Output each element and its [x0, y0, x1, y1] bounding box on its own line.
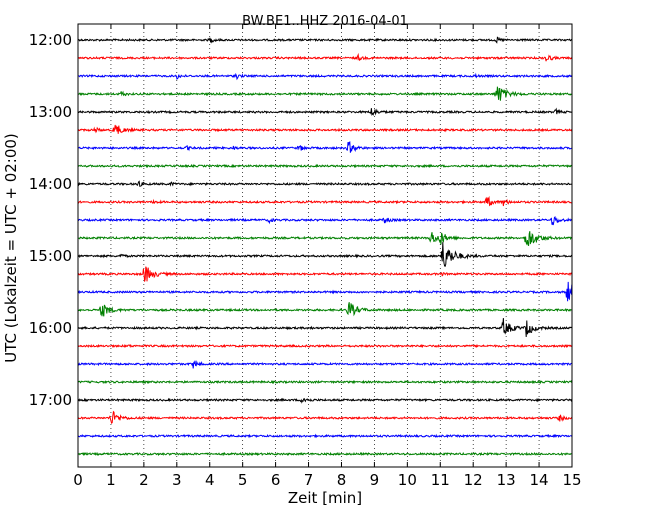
trace-line	[77, 281, 573, 302]
trace-line	[77, 451, 572, 457]
trace-line	[77, 379, 573, 385]
x-tick-label: 6	[271, 471, 281, 489]
x-tick-label: 14	[530, 471, 549, 489]
x-tick-label: 3	[172, 471, 182, 489]
x-tick-label: 11	[431, 471, 450, 489]
plot-frame	[77, 23, 573, 468]
chart-title: BW.BE1..HHZ 2016-04-01	[242, 14, 408, 29]
y-axis-label: UTC (Lokalzeit = UTC + 02:00)	[2, 133, 20, 363]
trace-line	[77, 195, 572, 207]
trace-line	[77, 36, 573, 44]
trace-line	[77, 72, 573, 81]
trace-line	[77, 433, 573, 439]
trace-line	[77, 180, 572, 187]
x-tick-label: 8	[337, 471, 347, 489]
x-tick-label: 10	[398, 471, 417, 489]
x-tick-label: 0	[73, 471, 83, 489]
y-tick-label: 13:00	[29, 103, 72, 121]
x-tick-label: 15	[562, 471, 581, 489]
x-tick-label: 9	[370, 471, 380, 489]
trace-line	[78, 266, 573, 282]
trace-line	[77, 397, 573, 404]
x-tick-label: 2	[139, 471, 149, 489]
x-tick-label: 5	[238, 471, 248, 489]
trace-line	[77, 163, 573, 169]
x-tick-label: 1	[106, 471, 116, 489]
trace-line	[77, 124, 573, 134]
trace-line	[77, 242, 573, 267]
y-tick-label: 16:00	[29, 319, 72, 337]
y-tick-label: 15:00	[29, 247, 72, 265]
x-tick-label: 7	[304, 471, 314, 489]
trace-line	[77, 318, 573, 338]
trace-line	[77, 302, 572, 317]
trace-line	[77, 86, 573, 101]
trace-line	[77, 52, 573, 62]
trace-line	[77, 141, 572, 153]
trace-line	[77, 410, 573, 424]
x-tick-label: 12	[464, 471, 483, 489]
x-tick-label: 4	[205, 471, 215, 489]
y-tick-label: 12:00	[29, 31, 72, 49]
x-axis-label: Zeit [min]	[288, 489, 362, 507]
trace-line	[77, 360, 572, 369]
x-axis-ticks: 0 1 2 3 4 5 6 7 8 9 10 11 12 13 14 15	[73, 24, 582, 489]
trace-line	[77, 343, 573, 349]
y-tick-label: 14:00	[29, 175, 72, 193]
traces	[77, 36, 573, 457]
trace-line	[77, 107, 573, 116]
y-tick-label: 17:00	[29, 391, 72, 409]
y-axis-ticks: 12:00 13:00 14:00 15:00 16:00 17:00	[29, 31, 83, 409]
x-tick-label: 13	[497, 471, 516, 489]
trace-line	[78, 231, 572, 246]
trace-line	[77, 215, 573, 226]
